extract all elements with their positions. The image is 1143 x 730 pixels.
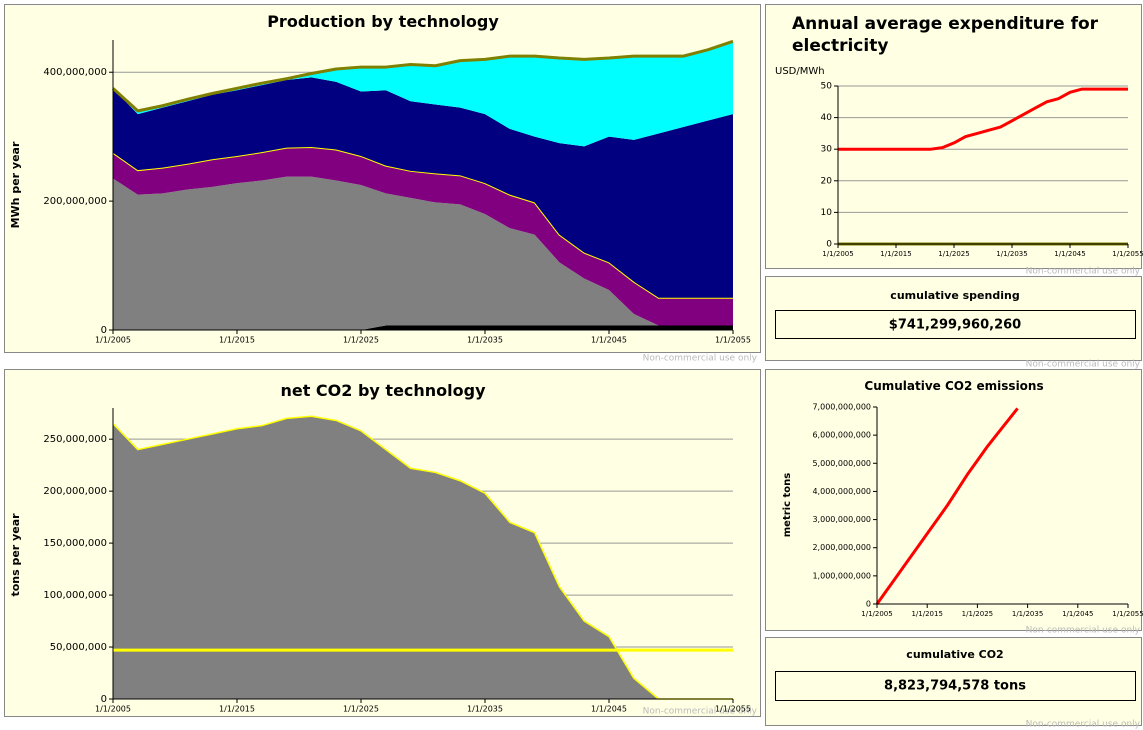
y-tick-label: 7,000,000,000 <box>812 403 871 412</box>
y-tick-label: 50 <box>821 82 833 92</box>
y-axis-label: tons per year <box>9 513 22 597</box>
area-edge <box>112 415 733 700</box>
y-axis-label: MWh per year <box>9 141 22 228</box>
watermark: Non-commercial use only <box>1026 360 1141 370</box>
y-tick-label: 20 <box>821 176 833 186</box>
y-tick-label: 0 <box>826 240 832 250</box>
y-tick-label: 40 <box>821 113 833 123</box>
area <box>113 146 733 326</box>
y-tick-label: 200,000,000 <box>43 486 107 497</box>
readout-value: 8,823,794,578 tons <box>884 679 1026 694</box>
x-tick-label: 1/1/2035 <box>467 705 503 714</box>
x-tick-label: 1/1/2025 <box>962 610 993 618</box>
chart-title: net CO2 by technology <box>280 381 486 400</box>
y-tick-label: 0 <box>866 600 871 609</box>
x-tick-label: 1/1/2025 <box>343 336 379 345</box>
readout-box <box>775 310 1136 339</box>
x-tick-label: 1/1/2055 <box>715 336 751 345</box>
y-tick-label: 10 <box>821 208 833 218</box>
x-tick-label: 1/1/2045 <box>1054 250 1085 258</box>
x-tick-label: 1/1/2015 <box>219 705 255 714</box>
y-tick-label: 1,000,000,000 <box>812 571 871 580</box>
x-tick-label: 1/1/2035 <box>1012 610 1043 618</box>
y-tick-label: 100,000,000 <box>43 590 107 601</box>
watermark: Non-commercial use only <box>1026 267 1141 277</box>
x-tick-label: 1/1/2035 <box>467 336 503 345</box>
chart-title: Annual average expenditure for electrici… <box>792 14 1099 56</box>
y-axis-label: metric tons <box>782 473 793 538</box>
x-tick-label: 1/1/2005 <box>95 705 131 714</box>
x-tick-label: 1/1/2035 <box>996 250 1027 258</box>
x-tick-label: 1/1/2045 <box>1062 610 1093 618</box>
x-tick-label: 1/1/2005 <box>95 336 131 345</box>
watermark: Non-commercial use only <box>643 707 758 717</box>
y-tick-label: 250,000,000 <box>43 434 107 445</box>
area <box>113 77 733 298</box>
x-tick-label: 1/1/2025 <box>938 250 969 258</box>
x-tick-label: 1/1/2005 <box>822 250 853 258</box>
y-tick-label: 2,000,000,000 <box>812 543 871 552</box>
y-tick-label: 0 <box>101 325 107 336</box>
chart-title: Production by technology <box>267 12 499 31</box>
y-tick-label: 30 <box>821 145 833 155</box>
area <box>113 416 733 699</box>
panel <box>765 369 1142 631</box>
area <box>113 41 733 147</box>
line <box>875 407 1019 605</box>
y-axis-label: USD/MWh <box>775 66 825 77</box>
x-tick-label: 1/1/2055 <box>1112 250 1143 258</box>
y-tick-label: 400,000,000 <box>43 67 107 78</box>
x-tick-label: 1/1/2005 <box>861 610 892 618</box>
watermark: Non-commercial use only <box>1026 626 1141 636</box>
x-tick-label: 1/1/2045 <box>591 336 627 345</box>
panel <box>765 4 1142 269</box>
x-tick-label: 1/1/2045 <box>591 705 627 714</box>
y-tick-label: 150,000,000 <box>43 538 107 549</box>
y-tick-label: 5,000,000,000 <box>812 459 871 468</box>
y-tick-label: 0 <box>101 694 107 705</box>
y-tick-label: 6,000,000,000 <box>812 431 871 440</box>
y-tick-label: 50,000,000 <box>50 642 107 653</box>
area <box>113 325 733 330</box>
watermark: Non-commercial use only <box>1026 720 1141 730</box>
x-tick-label: 1/1/2015 <box>911 610 942 618</box>
x-tick-label: 1/1/2055 <box>715 705 751 714</box>
x-tick-label: 1/1/2055 <box>1112 610 1143 618</box>
watermark: Non-commercial use only <box>643 354 758 364</box>
readout-value: $741,299,960,260 <box>889 318 1021 333</box>
line <box>838 87 1128 151</box>
x-tick-label: 1/1/2025 <box>343 705 379 714</box>
y-tick-label: 4,000,000,000 <box>812 487 871 496</box>
y-tick-label: 3,000,000,000 <box>812 515 871 524</box>
readout-title: cumulative spending <box>890 289 1019 302</box>
chart-title: Cumulative CO2 emissions <box>864 379 1044 393</box>
readout-box <box>775 671 1136 701</box>
x-tick-label: 1/1/2015 <box>880 250 911 258</box>
readout-title: cumulative CO2 <box>906 648 1003 661</box>
y-tick-label: 200,000,000 <box>43 196 107 207</box>
area <box>113 176 733 330</box>
x-tick-label: 1/1/2015 <box>219 336 255 345</box>
line <box>111 39 734 113</box>
